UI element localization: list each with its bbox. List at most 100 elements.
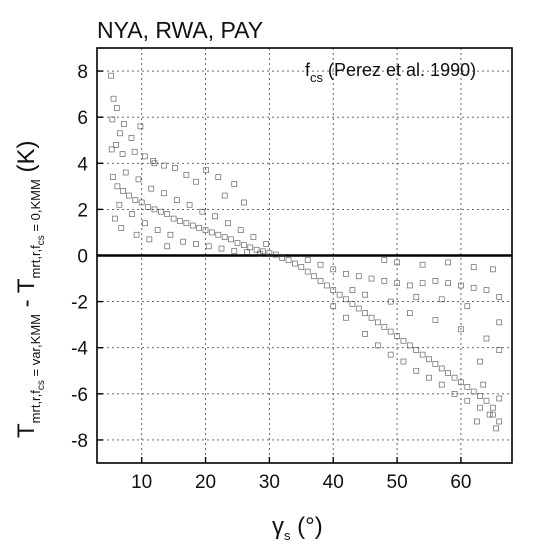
data-point xyxy=(180,238,187,245)
data-point xyxy=(349,287,356,293)
data-point xyxy=(426,374,432,381)
data-point xyxy=(483,335,490,342)
y-axis-label-sub2b: = 0,KMM xyxy=(28,179,43,235)
data-point xyxy=(381,324,388,330)
x-axis-label-sub: s xyxy=(284,528,291,543)
data-point xyxy=(114,183,121,190)
data-point xyxy=(355,305,362,312)
data-point xyxy=(458,326,464,333)
data-point xyxy=(451,374,458,381)
data-point xyxy=(137,123,144,130)
y-axis-label-sub1: mrt,r,f xyxy=(28,390,43,424)
x-ticks: 10 20 30 40 50 60 xyxy=(131,457,471,493)
data-point xyxy=(419,261,426,268)
data-point xyxy=(406,282,413,289)
data-point xyxy=(458,379,464,386)
data-point xyxy=(132,197,139,204)
data-point xyxy=(413,347,420,353)
y-tick-label: -2 xyxy=(71,293,88,314)
y-tick-label: 0 xyxy=(77,247,88,268)
data-point xyxy=(161,190,167,197)
x-tick-label: 60 xyxy=(450,472,471,493)
data-point xyxy=(285,257,292,263)
data-point xyxy=(109,116,116,123)
data-point xyxy=(496,418,503,425)
data-point xyxy=(205,243,212,250)
data-point xyxy=(142,220,148,227)
data-point xyxy=(161,162,167,169)
data-point xyxy=(157,208,164,215)
data-point xyxy=(413,367,420,374)
data-point xyxy=(113,105,120,111)
data-point xyxy=(496,395,503,402)
data-point xyxy=(146,236,153,243)
data-point xyxy=(164,211,171,217)
data-point xyxy=(304,268,311,275)
y-tick-label: 4 xyxy=(77,154,88,175)
data-point xyxy=(362,310,369,316)
data-point xyxy=(221,234,228,240)
data-point xyxy=(128,135,135,141)
data-point xyxy=(131,148,138,155)
data-point xyxy=(244,249,250,255)
data-point xyxy=(419,351,426,358)
data-point xyxy=(199,208,206,215)
data-point xyxy=(117,130,123,137)
data-point xyxy=(247,244,254,251)
y-axis-label-sub2: mrt,r,f xyxy=(28,245,43,279)
data-point xyxy=(193,241,199,247)
data-point xyxy=(231,181,238,187)
data-point xyxy=(323,282,330,289)
data-point xyxy=(445,280,452,287)
data-point xyxy=(228,236,234,243)
data-point xyxy=(464,303,471,310)
data-point xyxy=(193,178,199,185)
data-point xyxy=(183,171,190,178)
data-point xyxy=(438,296,445,303)
data-point xyxy=(118,224,125,231)
data-point xyxy=(129,211,135,217)
data-point xyxy=(256,250,263,257)
data-point xyxy=(387,298,394,305)
data-point xyxy=(406,342,413,349)
data-point xyxy=(489,404,496,411)
data-point xyxy=(170,215,177,222)
y-tick-label: 6 xyxy=(77,108,88,129)
data-point xyxy=(330,266,337,273)
data-point xyxy=(470,284,477,291)
data-point xyxy=(225,220,231,227)
data-point xyxy=(474,418,480,425)
data-point xyxy=(196,224,203,231)
y-axis-label-subsub2: cs xyxy=(36,235,47,245)
y-axis-label-main1: T xyxy=(13,423,40,438)
data-point xyxy=(122,169,129,176)
data-point xyxy=(113,141,120,148)
data-point xyxy=(381,278,388,284)
data-point xyxy=(209,229,215,236)
data-point xyxy=(272,251,279,258)
data-point xyxy=(145,204,151,210)
data-point xyxy=(231,248,238,254)
data-point xyxy=(432,317,439,323)
y-axis-label-rest: (K) xyxy=(13,141,40,180)
data-point xyxy=(110,95,117,102)
data-point xyxy=(343,271,349,277)
data-point xyxy=(189,222,196,229)
data-point xyxy=(250,234,257,240)
data-point xyxy=(120,188,127,194)
x-tick-label: 30 xyxy=(259,472,280,493)
data-point xyxy=(470,264,477,270)
annotation-main: f xyxy=(305,60,311,80)
data-point xyxy=(151,206,158,213)
data-point xyxy=(480,381,487,388)
data-point xyxy=(445,259,452,266)
data-point xyxy=(336,291,343,298)
data-point xyxy=(413,294,420,300)
data-point xyxy=(432,278,439,284)
data-point xyxy=(368,314,375,321)
data-point xyxy=(135,176,142,183)
data-point xyxy=(108,72,114,79)
data-point xyxy=(150,158,157,164)
y-tick-label: -6 xyxy=(71,385,88,406)
y-tick-label: -4 xyxy=(71,339,88,360)
